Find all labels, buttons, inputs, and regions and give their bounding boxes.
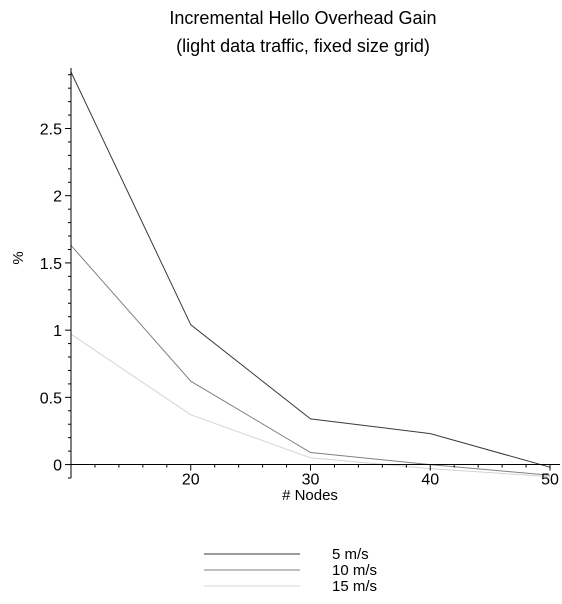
x-axis-label: # Nodes [282,487,338,504]
legend-label: 15 m/s [332,578,377,595]
legend-label: 5 m/s [332,546,369,563]
y-tick-label: 2.5 [40,121,62,138]
y-tick-label: 2 [53,189,62,206]
series-line [70,71,551,468]
x-tick-label: 50 [541,472,559,489]
chart-subtitle: (light data traffic, fixed size grid) [176,36,430,56]
chart-title: Incremental Hello Overhead Gain [169,8,436,28]
plot-lines [70,71,551,478]
y-tick-label: 1.5 [40,256,62,273]
x-tick-label: 40 [421,472,439,489]
y-tick-label: 0 [53,458,62,475]
x-tick-label: 30 [302,472,320,489]
y-minor-ticks [68,74,71,479]
legend-label: 10 m/s [332,562,377,579]
y-tick-label: 0.5 [40,390,62,407]
x-ticks: 20 30 40 50 [182,464,559,489]
legend: 5 m/s10 m/s15 m/s [204,546,377,595]
y-tick-label: 1 [53,323,62,340]
series-line [70,333,551,478]
x-minor-ticks [94,464,527,468]
y-axis-label: % [10,251,27,264]
y-ticks: 0 0.5 1 1.5 2 2.5 [40,121,71,475]
series-line [70,245,551,476]
axes: 20 30 40 50 0 0.5 1 1.5 2 2.5 [40,68,560,489]
x-tick-label: 20 [182,472,200,489]
